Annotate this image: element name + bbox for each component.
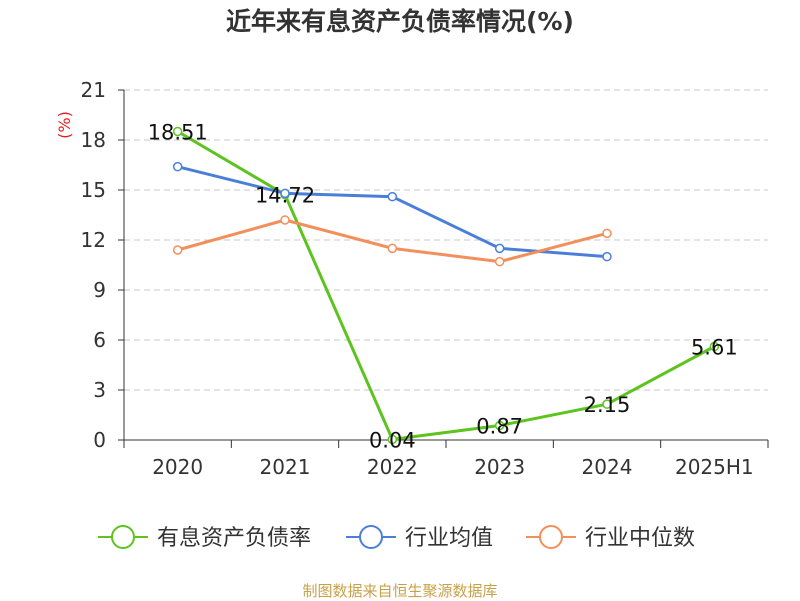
data-point [387, 434, 398, 445]
legend-marker-icon [539, 525, 563, 549]
data-point [387, 191, 398, 202]
x-tick-label: 2025H1 [675, 455, 754, 479]
y-tick-label: 3 [93, 378, 106, 402]
data-point [602, 399, 612, 409]
data-point [387, 243, 398, 254]
y-tick-label: 6 [93, 328, 106, 352]
data-point [494, 256, 505, 267]
x-tick-label: 2022 [367, 455, 418, 479]
y-tick-label: 18 [81, 128, 106, 152]
data-point [602, 251, 612, 262]
data-point [602, 228, 612, 239]
data-label: 5.61 [691, 336, 738, 360]
legend-label: 行业中位数 [585, 526, 695, 551]
y-tick-label: 12 [81, 228, 106, 252]
data-point [172, 245, 183, 255]
data-labels: 18.51 14.72 0.04 0.87 2.15 5.61 [148, 121, 738, 453]
data-label: 18.51 [148, 121, 208, 145]
y-axis-label: (%) [55, 111, 74, 139]
y-tick-label: 0 [93, 428, 106, 452]
axes: 0 3 6 9 12 15 18 21 (%) 2020 2021 2022 2023 2024 2025H… [55, 78, 769, 479]
legend: 有息资产负债率 行业均值 行业中位数 [98, 525, 695, 551]
series-line [177, 165, 608, 259]
data-point [494, 243, 505, 254]
data-point [280, 188, 290, 199]
x-tick-label: 2023 [474, 455, 525, 479]
data-label: 0.04 [369, 428, 416, 452]
data-label: 2.15 [584, 393, 631, 417]
data-point [494, 420, 505, 431]
series-line [176, 130, 716, 441]
data-point [280, 215, 290, 225]
data-label: 14.72 [255, 184, 315, 208]
chart-title: 近年来有息资产负债率情况(%) [226, 7, 574, 36]
data-point [709, 341, 720, 352]
data-label: 0.87 [476, 415, 523, 439]
series-lines [172, 126, 720, 445]
y-tick-label: 21 [81, 78, 106, 102]
x-tick-label: 2020 [152, 455, 203, 479]
data-point [172, 161, 183, 172]
legend-marker-icon [111, 525, 135, 549]
series-line [177, 218, 608, 264]
source-note: 制图数据来自恒生聚源数据库 [302, 582, 498, 600]
y-tick-label: 15 [81, 178, 106, 202]
legend-marker-icon [359, 525, 383, 549]
gridlines [124, 89, 768, 391]
data-point [172, 126, 183, 137]
y-tick-label: 9 [93, 278, 106, 302]
x-tick-label: 2021 [260, 455, 311, 479]
x-tick-label: 2024 [582, 455, 633, 479]
legend-label: 行业均值 [405, 526, 493, 551]
legend-label: 有息资产负债率 [157, 526, 311, 551]
